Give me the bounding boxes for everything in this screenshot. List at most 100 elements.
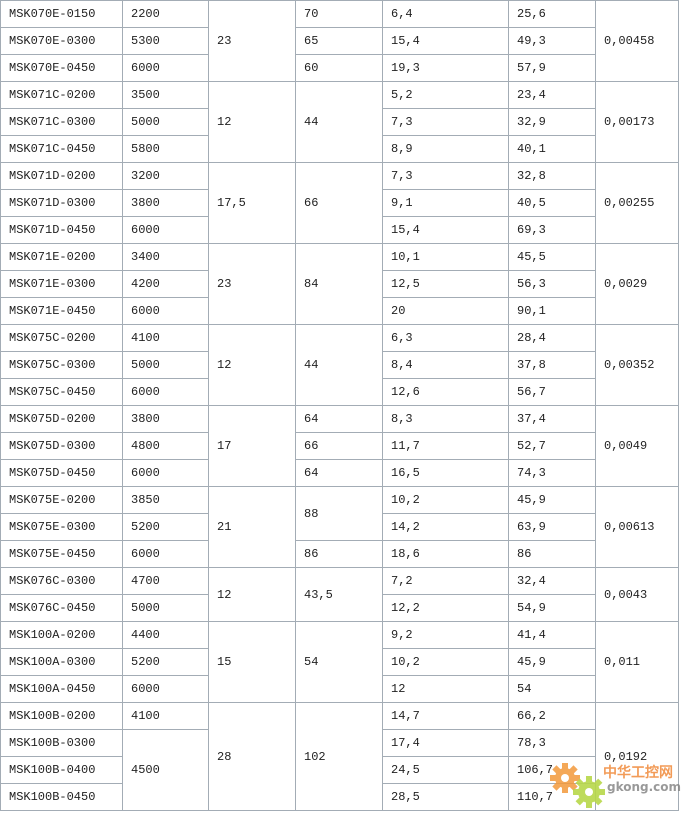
table-cell: 56,7 <box>508 378 596 406</box>
table-cell: MSK075C-0300 <box>0 351 123 379</box>
table-cell: 4400 <box>122 621 209 649</box>
table-cell: 12 <box>382 675 509 703</box>
table-cell: 10,2 <box>382 486 509 514</box>
table-cell: 64 <box>295 405 383 433</box>
table-cell: 4200 <box>122 270 209 298</box>
table-cell: 5000 <box>122 351 209 379</box>
table-cell: 45,9 <box>508 486 596 514</box>
table-cell: 12,6 <box>382 378 509 406</box>
table-cell: 14,2 <box>382 513 509 541</box>
table-cell: 3200 <box>122 162 209 190</box>
table-cell: MSK100B-0300 <box>0 729 123 757</box>
table-cell: 90,1 <box>508 297 596 325</box>
table-cell: 84 <box>295 243 383 325</box>
table-cell: MSK071C-0200 <box>0 81 123 109</box>
table-row: MSK071C-0300 5000 7,3 32,9 <box>0 108 679 136</box>
table-row: MSK071E-0300 4200 12,5 56,3 <box>0 270 679 298</box>
table-row: MSK100A-0300 5200 10,2 45,9 <box>0 648 679 676</box>
table-cell: 21 <box>208 486 296 568</box>
table-row: MSK075C-0450 6000 12,6 56,7 <box>0 378 679 406</box>
table-cell: 70 <box>295 0 383 28</box>
table-cell: 6000 <box>122 297 209 325</box>
table-cell: 6,3 <box>382 324 509 352</box>
table-row: MSK071C-0450 5800 8,9 40,1 <box>0 135 679 163</box>
table-cell: MSK071E-0200 <box>0 243 123 271</box>
table-cell: 10,2 <box>382 648 509 676</box>
table-cell: 0,00173 <box>595 81 679 163</box>
table-cell: 32,4 <box>508 567 596 595</box>
table-cell: 5300 <box>122 27 209 55</box>
table-row: MSK071E-0200 3400 23 84 10,1 45,5 0,0029 <box>0 243 679 325</box>
table-cell: MSK075E-0450 <box>0 540 123 568</box>
table-cell: 12,5 <box>382 270 509 298</box>
table-cell: 11,7 <box>382 432 509 460</box>
table-row: MSK075C-0200 4100 12 44 6,3 28,4 0,00352 <box>0 324 679 406</box>
table-cell: 28,4 <box>508 324 596 352</box>
table-cell: MSK071E-0300 <box>0 270 123 298</box>
table-cell: 20 <box>382 297 509 325</box>
table-cell: MSK075C-0450 <box>0 378 123 406</box>
table-cell: 2200 <box>122 0 209 28</box>
table-cell: 0,00458 <box>595 0 679 82</box>
table-row: MSK071E-0450 6000 20 90,1 <box>0 297 679 325</box>
table-cell: 40,5 <box>508 189 596 217</box>
table-cell: 5800 <box>122 135 209 163</box>
table-cell: 17,5 <box>208 162 296 244</box>
table-cell: 12 <box>208 81 296 163</box>
table-cell: 37,4 <box>508 405 596 433</box>
table-cell: 6,4 <box>382 0 509 28</box>
table-cell: 28,5 <box>382 783 509 811</box>
table-cell: 0,011 <box>595 621 679 703</box>
table-row: MSK100B-0200 4100 28 102 14,7 66,2 0,0192 <box>0 702 679 811</box>
table-cell: 86 <box>295 540 383 568</box>
table-cell: 44 <box>295 324 383 406</box>
table-cell: 5000 <box>122 108 209 136</box>
table-cell: 3800 <box>122 189 209 217</box>
table-cell: 4100 <box>122 324 209 352</box>
table-cell: 25,6 <box>508 0 596 28</box>
table-cell: 44 <box>295 81 383 163</box>
table-row: MSK100A-0450 6000 12 54 <box>0 675 679 703</box>
table-cell: 9,2 <box>382 621 509 649</box>
table-cell: 12 <box>208 567 296 622</box>
table-cell: MSK075D-0450 <box>0 459 123 487</box>
table-cell: 32,8 <box>508 162 596 190</box>
table-cell: 6000 <box>122 459 209 487</box>
table-cell: MSK075E-0200 <box>0 486 123 514</box>
table-cell: MSK071D-0300 <box>0 189 123 217</box>
table-cell: 106,7 <box>508 756 596 784</box>
table-cell: 49,3 <box>508 27 596 55</box>
table-cell: MSK100A-0200 <box>0 621 123 649</box>
table-cell: 65 <box>295 27 383 55</box>
table-row: MSK071D-0200 3200 17,5 66 7,3 32,8 0,00255 <box>0 162 679 244</box>
table-row: MSK070E-0150 2200 23 70 6,4 25,6 0,00458 <box>0 0 679 82</box>
table-cell: 7,2 <box>382 567 509 595</box>
table-cell: 66 <box>295 432 383 460</box>
table-cell: 41,4 <box>508 621 596 649</box>
table-cell: 15,4 <box>382 216 509 244</box>
table-cell: 3400 <box>122 243 209 271</box>
table-cell: 12 <box>208 324 296 406</box>
table-cell: MSK070E-0300 <box>0 27 123 55</box>
table-cell: MSK071C-0300 <box>0 108 123 136</box>
table-cell: 6000 <box>122 540 209 568</box>
table-row: MSK071C-0200 3500 12 44 5,2 23,4 0,00173 <box>0 81 679 163</box>
table-row: MSK070E-0300 5300 65 15,4 49,3 <box>0 27 679 55</box>
table-cell: MSK071E-0450 <box>0 297 123 325</box>
table-cell: 63,9 <box>508 513 596 541</box>
table-cell: 66 <box>295 162 383 244</box>
table-cell: 0,00352 <box>595 324 679 406</box>
table-cell: 10,1 <box>382 243 509 271</box>
table-cell: MSK071D-0200 <box>0 162 123 190</box>
table-cell: 64 <box>295 459 383 487</box>
table-row: MSK071D-0450 6000 15,4 69,3 <box>0 216 679 244</box>
table-cell: MSK100B-0450 <box>0 783 123 811</box>
table-cell: 15 <box>208 621 296 703</box>
table-cell: MSK076C-0450 <box>0 594 123 622</box>
table-row: MSK075C-0300 5000 8,4 37,8 <box>0 351 679 379</box>
table-cell: MSK076C-0300 <box>0 567 123 595</box>
table-cell: 45,5 <box>508 243 596 271</box>
table-row: MSK075E-0200 3850 21 88 10,2 45,9 0,00613 <box>0 486 679 568</box>
table-cell: 52,7 <box>508 432 596 460</box>
